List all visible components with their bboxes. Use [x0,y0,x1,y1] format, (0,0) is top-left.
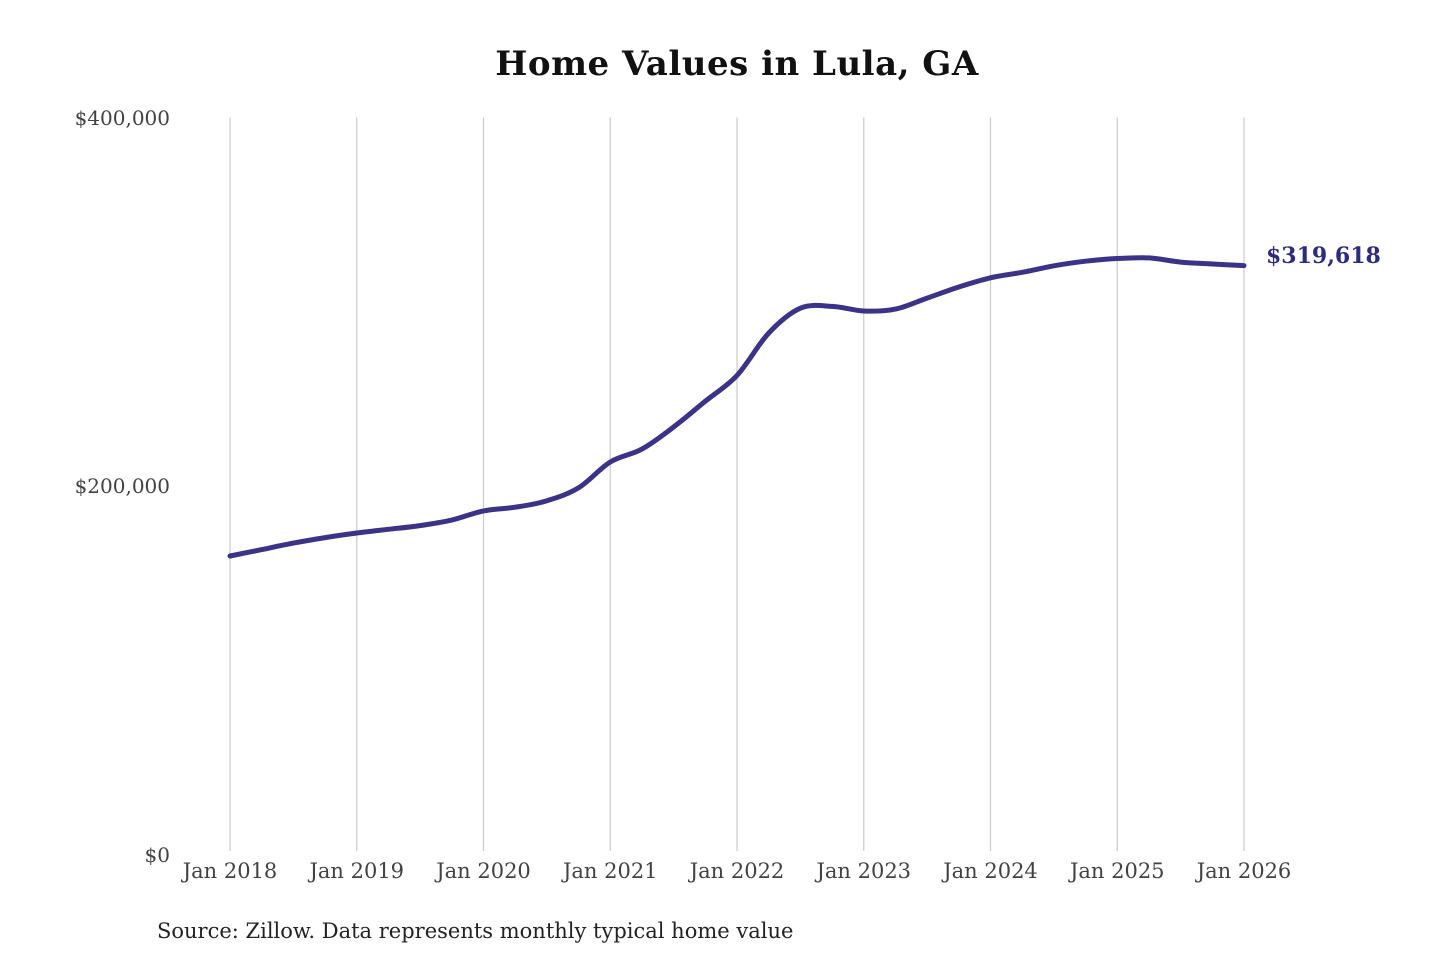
x-tick-label: Jan 2023 [816,859,912,883]
y-tick-label: $0 [144,842,170,867]
x-tick-label: Jan 2019 [309,859,405,883]
x-tick-label: Jan 2022 [689,859,785,883]
home-value-line [227,255,1247,559]
x-tick-label: Jan 2024 [943,859,1038,883]
y-tick-label: $400,000 [74,105,170,130]
x-tick-label: Jan 2026 [1196,859,1292,883]
x-tick-label: Jan 2021 [562,859,658,883]
chart-title: Home Values in Lula, GA [495,44,979,84]
x-tick-label: Jan 2018 [182,859,278,883]
x-tick-label: Jan 2025 [1069,859,1165,883]
latest-value-label: $319,618 [1266,242,1381,269]
source-note: Source: Zillow. Data represents monthly … [157,919,794,943]
y-tick-label: $200,000 [74,474,170,498]
x-tick-label: Jan 2020 [436,859,531,883]
